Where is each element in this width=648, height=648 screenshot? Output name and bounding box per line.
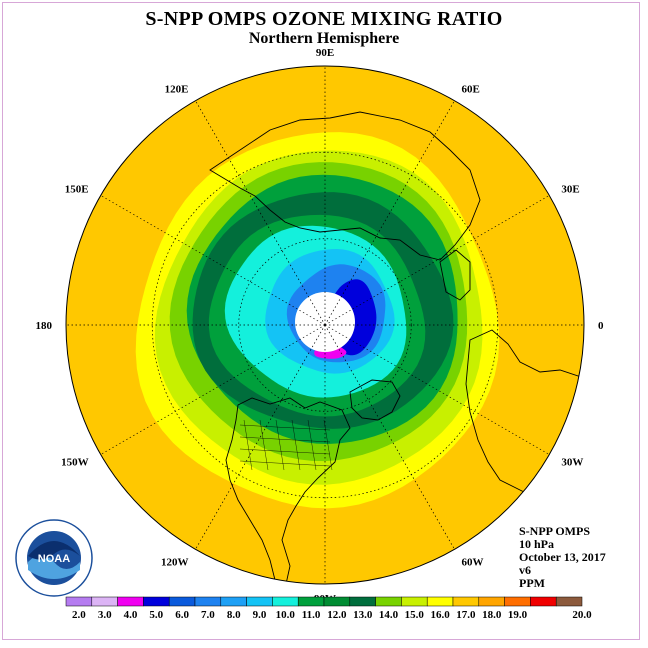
colorbar-swatch bbox=[504, 596, 531, 607]
colorbar-swatch bbox=[117, 596, 144, 607]
colorbar-swatch bbox=[168, 596, 196, 607]
coastline-3 bbox=[209, 111, 481, 261]
colorbar-swatch bbox=[478, 596, 505, 607]
lon-label-90e: 90E bbox=[316, 47, 334, 59]
colorbar-swatch bbox=[349, 596, 376, 607]
colorbar-tick: 2.0 bbox=[72, 609, 86, 621]
state-line bbox=[275, 419, 285, 471]
colorbar-swatch bbox=[530, 596, 557, 607]
lon-label-120e: 120E bbox=[165, 84, 189, 96]
figure-frame bbox=[2, 2, 640, 640]
colorbar-swatch bbox=[143, 596, 170, 607]
colorbar-tick: 13.0 bbox=[353, 609, 373, 621]
latitude-circle bbox=[238, 238, 412, 412]
meridian bbox=[324, 100, 455, 326]
logo-text: NOAA bbox=[38, 553, 70, 565]
meridian bbox=[100, 195, 326, 326]
lon-label-180: 180 bbox=[36, 320, 53, 332]
meridian bbox=[324, 324, 550, 455]
colorbar-tick: 19.0 bbox=[508, 609, 528, 621]
state-line bbox=[323, 419, 333, 471]
info-version: v6 bbox=[519, 563, 531, 577]
pole-no-data bbox=[295, 292, 355, 352]
lon-label-60w: 60W bbox=[462, 556, 484, 568]
colorbar-swatch bbox=[297, 596, 325, 607]
state-line bbox=[239, 460, 331, 467]
meridian bbox=[100, 324, 326, 455]
state-line bbox=[307, 419, 317, 471]
noaa-logo: NOAA bbox=[15, 519, 93, 597]
colorbar-swatch bbox=[452, 596, 480, 607]
lat-lon-grid bbox=[66, 66, 584, 584]
lon-label-30e: 30E bbox=[561, 184, 579, 196]
colorbar-tick: 15.0 bbox=[405, 609, 425, 621]
colorbar-tick: 5.0 bbox=[149, 609, 163, 621]
colorbar-swatch bbox=[220, 596, 247, 607]
lon-label-0: 0 bbox=[598, 320, 604, 332]
info-units: PPM bbox=[519, 576, 545, 590]
colorbar-tick: 16.0 bbox=[430, 609, 450, 621]
info-block: S-NPP OMPS 10 hPa October 13, 2017 v6 PP… bbox=[519, 525, 606, 590]
info-level: 10 hPa bbox=[519, 537, 555, 551]
state-line bbox=[291, 419, 301, 471]
colorbar-swatch bbox=[194, 596, 222, 607]
colorbar-tick: 11.0 bbox=[302, 609, 321, 621]
colorbar-tick: 17.0 bbox=[456, 609, 476, 621]
meridian bbox=[324, 324, 455, 550]
lon-label-60e: 60E bbox=[462, 84, 480, 96]
longitude-labels: 90E60E30E030W60W90W120W150W180150E120E bbox=[36, 47, 605, 605]
colorbar-swatch bbox=[246, 596, 273, 607]
meridian bbox=[195, 100, 326, 326]
colorbar-tick: 10.0 bbox=[276, 609, 296, 621]
lon-label-30w: 30W bbox=[561, 457, 583, 469]
state-line bbox=[239, 448, 331, 455]
coastline-0 bbox=[225, 397, 351, 584]
state-line bbox=[259, 419, 269, 471]
chart-subtitle: Northern Hemisphere bbox=[248, 30, 400, 47]
state-line bbox=[239, 436, 331, 443]
colorbar-tick: 6.0 bbox=[175, 609, 189, 621]
lon-label-120w: 120W bbox=[161, 556, 189, 568]
info-date: October 13, 2017 bbox=[519, 550, 606, 564]
colorbar-tick: 8.0 bbox=[227, 609, 241, 621]
colorbar-tick: 4.0 bbox=[124, 609, 138, 621]
colorbar-tick: 20.0 bbox=[572, 609, 592, 621]
colorbar: 2.0 3.0 4.0 5.0 6.0 7.0 8.0 9.0 10.0 11.0 12.0 13.0… bbox=[65, 596, 592, 621]
colorbar-swatch bbox=[65, 596, 93, 607]
info-instrument: S-NPP OMPS bbox=[519, 524, 590, 538]
colorbar-tick: 14.0 bbox=[379, 609, 399, 621]
lon-label-150e: 150E bbox=[65, 184, 89, 196]
colorbar-tick: 18.0 bbox=[482, 609, 502, 621]
colorbar-swatch bbox=[323, 596, 351, 607]
meridian bbox=[324, 195, 550, 326]
colorbar-swatch bbox=[91, 596, 118, 607]
colorbar-swatch bbox=[272, 596, 299, 607]
coastline-4 bbox=[439, 249, 471, 301]
colorbar-tick: 12.0 bbox=[327, 609, 347, 621]
colorbar-swatch bbox=[426, 596, 454, 607]
colorbar-swatch bbox=[401, 596, 428, 607]
colorbar-swatch bbox=[555, 596, 583, 607]
map-boundary bbox=[65, 65, 585, 585]
colorbar-tick: 9.0 bbox=[253, 609, 267, 621]
lon-label-150w: 150W bbox=[61, 457, 89, 469]
chart-title: S-NPP OMPS OZONE MIXING RATIO bbox=[145, 8, 503, 30]
meridian bbox=[195, 324, 326, 550]
colorbar-swatch bbox=[375, 596, 402, 607]
state-line bbox=[239, 424, 331, 431]
coastline-1 bbox=[349, 379, 401, 421]
colorbar-tick: 3.0 bbox=[98, 609, 112, 621]
colorbar-tick: 7.0 bbox=[201, 609, 215, 621]
